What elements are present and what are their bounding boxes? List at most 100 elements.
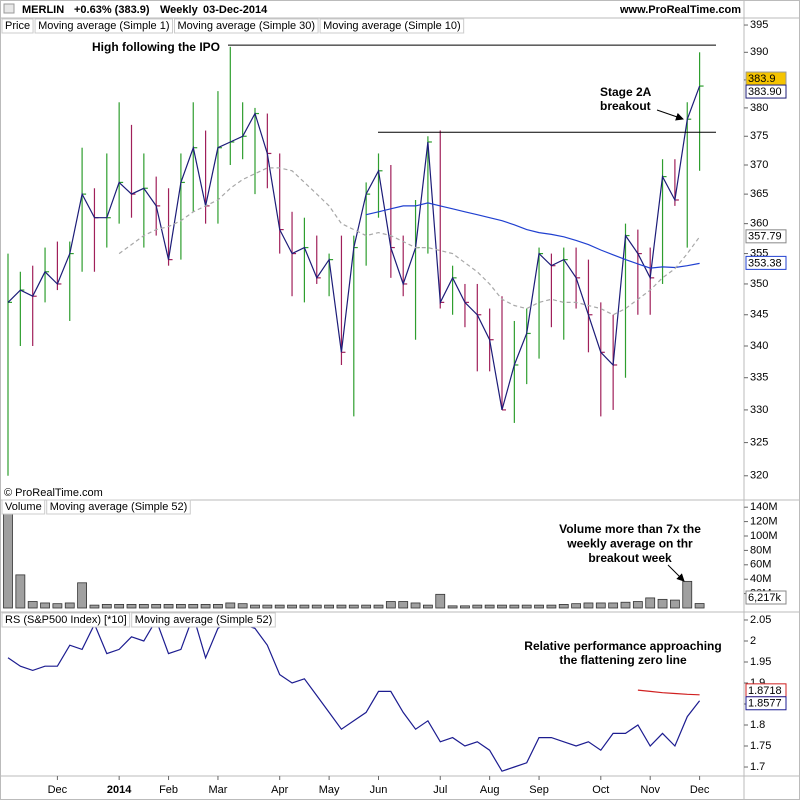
y-tick-label: 340 bbox=[750, 340, 768, 352]
x-tick-label: Dec bbox=[690, 784, 710, 796]
y-tick-label: 390 bbox=[750, 46, 768, 58]
y-tick-label: 1.95 bbox=[750, 656, 771, 668]
volume-bar bbox=[52, 603, 63, 609]
y-tick-label: 365 bbox=[750, 188, 768, 200]
volume-bar bbox=[422, 604, 433, 609]
value-box bbox=[745, 696, 787, 711]
volume-bar bbox=[101, 604, 112, 609]
y-tick-label: 335 bbox=[750, 372, 768, 384]
y-tick-label: 395 bbox=[750, 19, 768, 31]
x-tick-label: Jul bbox=[433, 784, 447, 796]
volume-bar bbox=[398, 601, 409, 609]
volume-bar bbox=[632, 601, 643, 609]
volume-bar bbox=[521, 604, 532, 609]
plot bbox=[7, 46, 704, 476]
volume-bar bbox=[583, 602, 594, 609]
volume-bar bbox=[435, 593, 446, 609]
volume-bar bbox=[509, 604, 520, 609]
volume-bar bbox=[670, 599, 680, 609]
y-tick-label: 2.05 bbox=[750, 614, 771, 626]
legend-entry: Volume bbox=[5, 501, 42, 513]
y-tick-label: 120M bbox=[750, 516, 778, 528]
last-ma1: 383.90 bbox=[748, 86, 782, 98]
x-tick-label: Apr bbox=[271, 784, 288, 796]
volume-bar bbox=[89, 604, 100, 609]
y-tick-label: 370 bbox=[750, 159, 768, 171]
y-tick-label: 140M bbox=[750, 501, 778, 513]
volume-bar bbox=[546, 604, 557, 609]
last-rs: 1.8577 bbox=[748, 698, 782, 710]
x-tick-label: Oct bbox=[592, 784, 609, 796]
value-box bbox=[745, 229, 787, 244]
last-ma30: 353.38 bbox=[748, 257, 782, 269]
y-tick-label: 60M bbox=[750, 559, 771, 571]
volume-bar bbox=[694, 603, 705, 609]
site: www.ProRealTime.com bbox=[619, 4, 741, 16]
volume-bar bbox=[3, 500, 13, 609]
annotation: weekly average on thr bbox=[566, 537, 693, 551]
volume-bar bbox=[361, 604, 372, 609]
volume-bar bbox=[213, 604, 223, 609]
legend-box bbox=[174, 18, 319, 34]
series-line bbox=[7, 85, 701, 411]
plot bbox=[3, 500, 705, 609]
date: 03-Dec-2014 bbox=[203, 4, 268, 16]
annotation: Volume more than 7x the bbox=[559, 522, 701, 536]
y-tick-label: 320 bbox=[750, 470, 768, 482]
legend-box bbox=[34, 18, 174, 34]
legend-box bbox=[319, 18, 465, 34]
volume-bar bbox=[200, 604, 211, 609]
last-price: 383.9 bbox=[748, 73, 776, 85]
annotation: High following the IPO bbox=[92, 40, 220, 54]
annotation: Relative performance approaching bbox=[524, 639, 721, 653]
x-tick-label: May bbox=[319, 784, 340, 796]
volume-bar bbox=[534, 604, 544, 609]
volume-bar bbox=[324, 604, 335, 609]
volume-bar bbox=[447, 605, 458, 609]
volume-bar bbox=[348, 604, 359, 609]
volume-bar bbox=[77, 582, 87, 609]
volume-bar bbox=[225, 602, 236, 609]
y-tick-label: 350 bbox=[750, 278, 768, 290]
x-tick-label: Mar bbox=[208, 784, 227, 796]
annotation: the flattening zero line bbox=[559, 653, 687, 667]
volume-bar bbox=[311, 604, 322, 609]
y-tick-label: 1.8 bbox=[750, 719, 765, 731]
volume-bar bbox=[484, 604, 495, 609]
copyright: © ProRealTime.com bbox=[4, 487, 103, 499]
volume-bar bbox=[287, 604, 297, 609]
y-tick-label: 80M bbox=[750, 544, 771, 556]
legend-box bbox=[131, 612, 276, 628]
period: Weekly bbox=[160, 4, 199, 16]
volume-bar bbox=[571, 603, 581, 609]
volume-bar bbox=[373, 604, 384, 609]
legend-entry: RS (S&P500 Index) [*10] bbox=[5, 614, 127, 626]
volume-bar bbox=[27, 601, 38, 609]
x-tick-label: 2014 bbox=[107, 784, 132, 796]
volume-bar bbox=[558, 604, 569, 609]
volume-bar bbox=[645, 597, 656, 609]
value-box bbox=[745, 255, 787, 270]
volume-bar bbox=[460, 605, 470, 609]
y-tick-label: 40M bbox=[750, 573, 771, 585]
x-tick-label: Feb bbox=[159, 784, 178, 796]
value-box bbox=[745, 84, 787, 99]
series-line bbox=[365, 202, 700, 269]
legend-entry: Moving average (Simple 10) bbox=[323, 20, 461, 32]
value-box bbox=[745, 590, 787, 605]
x-tick-label: Aug bbox=[480, 784, 500, 796]
volume-bar bbox=[657, 598, 668, 609]
volume-bar bbox=[250, 604, 260, 609]
volume-bar bbox=[64, 602, 75, 609]
legend-box bbox=[1, 499, 46, 515]
y-tick-label: 325 bbox=[750, 436, 768, 448]
volume-bar bbox=[385, 601, 396, 609]
series-line bbox=[637, 689, 700, 696]
volume-bar bbox=[15, 574, 26, 609]
legend-box bbox=[1, 612, 131, 628]
volume-bar bbox=[262, 604, 273, 609]
y-tick-label: 1.7 bbox=[750, 761, 765, 773]
y-tick-label: 330 bbox=[750, 404, 768, 416]
x-tick-label: Nov bbox=[640, 784, 660, 796]
